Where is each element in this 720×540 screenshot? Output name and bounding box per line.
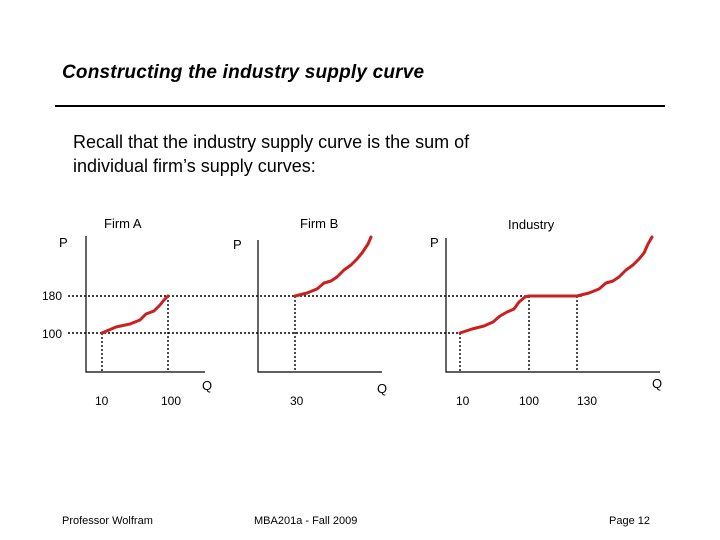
price-label-100: 100: [42, 327, 62, 341]
slide-title: Constructing the industry supply curve: [62, 62, 425, 83]
firm-a-tick-10: 10: [95, 394, 109, 408]
quantity-guides: [101, 296, 578, 372]
firm-b-title: Firm B: [300, 216, 338, 231]
body-line-1: Recall that the industry supply curve is…: [73, 132, 470, 152]
firm-a-p-label: P: [59, 235, 68, 250]
firm-a-title: Firm A: [104, 216, 142, 231]
industry-p-label: P: [430, 235, 439, 250]
firm-a-tick-100: 100: [161, 394, 181, 408]
firm-b-p-label: P: [233, 237, 242, 252]
firm-b-tick-30: 30: [290, 394, 304, 408]
axes: [85, 236, 660, 373]
firm-b-supply-curve: [293, 235, 373, 298]
supply-curves: [100, 235, 654, 335]
firm-b-q-label: Q: [377, 381, 387, 396]
slide-body: Recall that the industry supply curve is…: [73, 130, 633, 178]
title-divider: [55, 105, 665, 107]
firm-b-axes: [257, 240, 382, 373]
footer-course: MBA201a - Fall 2009: [254, 515, 358, 527]
industry-q-label: Q: [652, 376, 662, 391]
price-label-180: 180: [42, 289, 62, 303]
industry-tick-130: 130: [577, 394, 597, 408]
industry-tick-100: 100: [519, 394, 539, 408]
price-guides: [68, 295, 582, 334]
industry-tick-10: 10: [456, 394, 470, 408]
firm-a-supply-curve: [100, 294, 170, 335]
footer-page-number: Page 12: [609, 515, 650, 527]
footer-author: Professor Wolfram: [62, 515, 153, 527]
firm-a-q-label: Q: [202, 378, 212, 393]
industry-title: Industry: [508, 217, 555, 232]
body-line-2: individual firm’s supply curves:: [73, 156, 316, 176]
industry-axes: [445, 238, 660, 373]
firm-a-axes: [85, 236, 205, 373]
industry-supply-curve: [458, 235, 654, 335]
